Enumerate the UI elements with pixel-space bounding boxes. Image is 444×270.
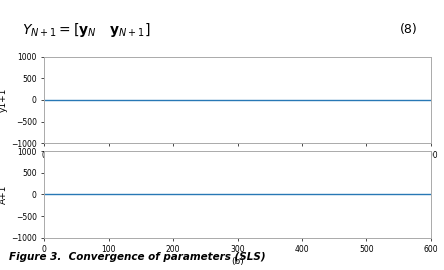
Y-axis label: A+1: A+1 — [0, 185, 8, 204]
Text: (a): (a) — [231, 162, 244, 171]
Text: $Y_{N+1} = [\mathbf{y}_{N} \quad \mathbf{y}_{N+1}]$: $Y_{N+1} = [\mathbf{y}_{N} \quad \mathbf… — [22, 21, 151, 39]
Y-axis label: y1+1: y1+1 — [0, 88, 8, 112]
Text: (8): (8) — [400, 23, 417, 36]
Text: Figure 3.  Convergence of parameters (SLS): Figure 3. Convergence of parameters (SLS… — [9, 252, 266, 262]
Text: (b): (b) — [231, 256, 244, 266]
